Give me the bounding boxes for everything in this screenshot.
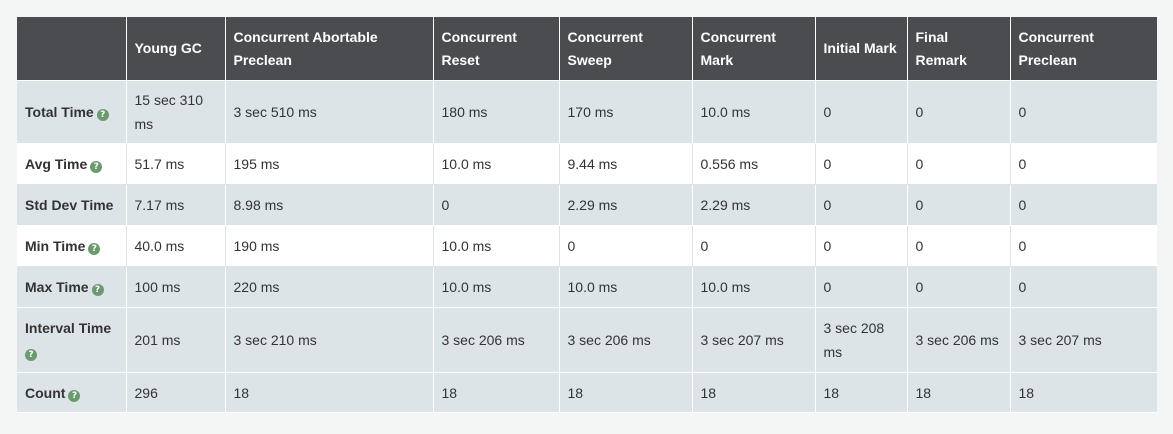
table-row-interval-time: Interval Time? 201 ms 3 sec 210 ms 3 sec… (17, 307, 1157, 373)
table-cell: 296 (126, 372, 226, 413)
row-label: Total Time (25, 104, 94, 120)
table-cell: 9.44 ms (559, 143, 693, 185)
row-label-cell: Max Time? (17, 266, 127, 308)
table-cell: 10.0 ms (692, 266, 816, 308)
help-icon[interactable]: ? (25, 349, 37, 361)
help-icon[interactable]: ? (96, 109, 109, 121)
table-cell: 3 sec 510 ms (225, 80, 434, 144)
row-label: Std Dev Time (25, 197, 114, 213)
table-cell: 15 sec 310 ms (126, 80, 226, 144)
table-cell: 10.0 ms (692, 80, 816, 144)
header-cell-concurrent-preclean: Concurrent Preclean (1010, 17, 1157, 81)
table-cell: 18 (1010, 372, 1157, 413)
table-cell: 51.7 ms (126, 143, 226, 185)
table-cell: 3 sec 206 ms (559, 307, 693, 373)
table-cell: 0 (907, 266, 1011, 308)
table-cell: 10.0 ms (433, 143, 560, 185)
row-label-cell: Interval Time? (17, 307, 127, 373)
table-body: Total Time? 15 sec 310 ms 3 sec 510 ms 1… (17, 80, 1157, 413)
header-cell-initial-mark: Initial Mark (815, 17, 908, 81)
table-cell: 40.0 ms (126, 225, 226, 267)
table-cell: 0 (907, 184, 1011, 226)
row-label-cell: Total Time? (17, 80, 127, 144)
gc-stats-table: Young GC Concurrent Abortable Preclean C… (17, 17, 1157, 413)
table-cell: 0 (692, 225, 816, 267)
table-cell: 0 (815, 80, 908, 144)
table-cell: 0 (1010, 266, 1157, 308)
table-cell: 7.17 ms (126, 184, 226, 226)
row-label: Max Time (25, 279, 89, 295)
header-cell-concurrent-reset: Concurrent Reset (433, 17, 560, 81)
header-cell-concurrent-sweep: Concurrent Sweep (559, 17, 693, 81)
table-cell: 3 sec 207 ms (1010, 307, 1157, 373)
help-icon[interactable]: ? (88, 243, 101, 255)
table-cell: 195 ms (225, 143, 434, 185)
table-cell: 0 (815, 266, 908, 308)
table-cell: 2.29 ms (692, 184, 816, 226)
table-cell: 0 (1010, 80, 1157, 144)
table-cell: 18 (559, 372, 693, 413)
table-cell: 0 (815, 225, 908, 267)
table-row-count: Count? 296 18 18 18 18 18 18 18 (17, 372, 1157, 413)
header-cell-corner (17, 17, 127, 81)
table-cell: 10.0 ms (433, 266, 560, 308)
table-cell: 100 ms (126, 266, 226, 308)
header-cell-concurrent-mark: Concurrent Mark (692, 17, 816, 81)
row-label: Interval Time (25, 320, 112, 336)
table-cell: 2.29 ms (559, 184, 693, 226)
table-cell: 0 (907, 143, 1011, 185)
table-cell: 0.556 ms (692, 143, 816, 185)
table-cell: 0 (559, 225, 693, 267)
table-cell: 0 (1010, 184, 1157, 226)
row-label: Count (25, 384, 66, 401)
table-row-min-time: Min Time? 40.0 ms 190 ms 10.0 ms 0 0 0 0… (17, 225, 1157, 267)
table-cell: 18 (225, 372, 434, 413)
table-cell: 18 (692, 372, 816, 413)
table-cell: 18 (433, 372, 560, 413)
row-label: Min Time (25, 238, 86, 254)
help-icon[interactable]: ? (68, 389, 81, 402)
table-cell: 3 sec 207 ms (692, 307, 816, 373)
row-label-cell: Avg Time? (17, 143, 127, 185)
table-cell: 8.98 ms (225, 184, 434, 226)
row-label-cell: Count? (17, 372, 127, 413)
header-cell-final-remark: Final Remark (907, 17, 1011, 81)
row-label: Avg Time (25, 156, 88, 172)
table-cell: 190 ms (225, 225, 434, 267)
header-cell-concurrent-abortable-preclean: Concurrent Abortable Preclean (225, 17, 434, 81)
row-label-cell: Std Dev Time (17, 184, 127, 226)
table-cell: 0 (907, 225, 1011, 267)
table-header: Young GC Concurrent Abortable Preclean C… (17, 17, 1157, 81)
gc-stats-panel: Young GC Concurrent Abortable Preclean C… (17, 17, 1157, 413)
header-row: Young GC Concurrent Abortable Preclean C… (17, 17, 1157, 81)
table-cell: 3 sec 208 ms (815, 307, 908, 373)
table-cell: 0 (1010, 225, 1157, 267)
table-cell: 3 sec 210 ms (225, 307, 434, 373)
table-row-avg-time: Avg Time? 51.7 ms 195 ms 10.0 ms 9.44 ms… (17, 143, 1157, 185)
table-cell: 201 ms (126, 307, 226, 373)
table-cell: 0 (433, 184, 560, 226)
table-cell: 0 (907, 80, 1011, 144)
help-icon[interactable]: ? (91, 284, 104, 296)
table-row-total-time: Total Time? 15 sec 310 ms 3 sec 510 ms 1… (17, 80, 1157, 144)
row-label-cell: Min Time? (17, 225, 127, 267)
table-cell: 18 (907, 372, 1011, 413)
table-row-max-time: Max Time? 100 ms 220 ms 10.0 ms 10.0 ms … (17, 266, 1157, 308)
table-cell: 10.0 ms (433, 225, 560, 267)
header-cell-young-gc: Young GC (126, 17, 226, 81)
table-cell: 18 (815, 372, 908, 413)
table-cell: 0 (1010, 143, 1157, 185)
table-cell: 0 (815, 184, 908, 226)
table-cell: 10.0 ms (559, 266, 693, 308)
table-cell: 3 sec 206 ms (433, 307, 560, 373)
table-cell: 0 (815, 143, 908, 185)
table-cell: 180 ms (433, 80, 560, 144)
table-row-std-dev-time: Std Dev Time 7.17 ms 8.98 ms 0 2.29 ms 2… (17, 184, 1157, 226)
help-icon[interactable]: ? (90, 161, 103, 173)
table-cell: 170 ms (559, 80, 693, 144)
table-cell: 3 sec 206 ms (907, 307, 1011, 373)
table-cell: 220 ms (225, 266, 434, 308)
